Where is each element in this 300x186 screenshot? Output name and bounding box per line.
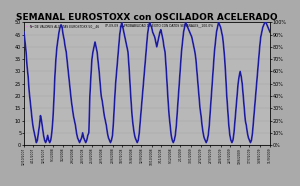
- Legend: Nº DE VALORES ALCISTAS EUROSTOXX 50__46, 07-09-09, PROBABILIDAD DE ÉXITO CON DAT: Nº DE VALORES ALCISTAS EUROSTOXX 50__46,…: [26, 24, 213, 29]
- Title: SEMANAL EUROSTOXX con OSCILADOR ACELERADO: SEMANAL EUROSTOXX con OSCILADOR ACELERAD…: [16, 12, 278, 22]
